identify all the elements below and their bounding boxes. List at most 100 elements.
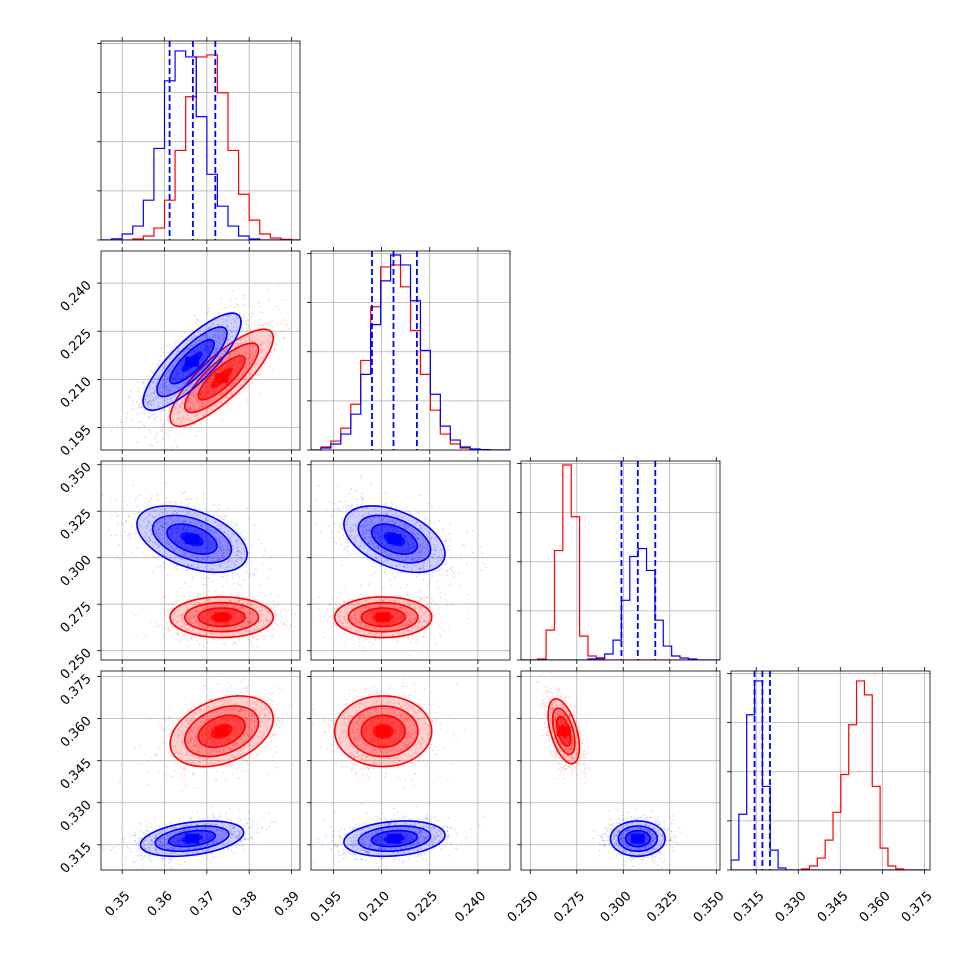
scatter-point bbox=[274, 714, 276, 717]
scatter-point bbox=[233, 605, 236, 608]
scatter-point bbox=[198, 405, 201, 408]
scatter-point bbox=[214, 333, 216, 336]
scatter-point bbox=[270, 341, 273, 343]
scatter-point bbox=[252, 337, 255, 340]
scatter-point bbox=[271, 351, 274, 354]
scatter-point bbox=[233, 347, 236, 349]
scatter-point bbox=[161, 409, 164, 412]
scatter-point bbox=[179, 819, 181, 821]
scatter-point bbox=[150, 404, 153, 407]
scatter-point bbox=[240, 330, 243, 333]
scatter-point bbox=[143, 847, 146, 850]
scatter-point bbox=[232, 605, 235, 608]
scatter-point bbox=[156, 375, 159, 378]
scatter-point bbox=[222, 750, 225, 753]
scatter-point bbox=[237, 744, 240, 747]
scatter-point bbox=[200, 745, 203, 748]
scatter-point bbox=[184, 768, 187, 771]
scatter-point bbox=[271, 326, 274, 329]
scatter-point bbox=[161, 521, 163, 524]
scatter-point bbox=[195, 745, 198, 748]
scatter-point bbox=[234, 533, 236, 536]
scatter-point bbox=[184, 513, 187, 516]
scatter-point bbox=[269, 737, 272, 740]
scatter-point bbox=[226, 348, 229, 351]
scatter-point bbox=[228, 748, 230, 751]
scatter-point bbox=[130, 611, 132, 613]
scatter-point bbox=[211, 322, 214, 325]
scatter-point bbox=[195, 736, 198, 739]
scatter-point bbox=[213, 530, 216, 532]
scatter-point bbox=[189, 408, 192, 410]
scatter-point bbox=[216, 367, 218, 370]
scatter-point bbox=[279, 610, 282, 613]
scatter-point bbox=[174, 407, 177, 410]
scatter-point bbox=[242, 547, 245, 550]
scatter-point bbox=[182, 382, 185, 385]
scatter-point bbox=[177, 350, 180, 353]
scatter-point bbox=[203, 577, 206, 580]
scatter-point bbox=[202, 334, 205, 337]
scatter-point bbox=[209, 752, 212, 755]
scatter-point bbox=[197, 621, 200, 624]
scatter-point bbox=[229, 304, 232, 307]
scatter-point bbox=[276, 284, 279, 287]
scatter-point bbox=[224, 778, 227, 781]
scatter-point bbox=[210, 626, 213, 629]
scatter-point bbox=[181, 624, 184, 627]
scatter-point bbox=[206, 407, 209, 410]
scatter-point bbox=[215, 351, 218, 353]
scatter-point bbox=[187, 568, 189, 571]
scatter-point bbox=[168, 409, 171, 412]
scatter-point bbox=[234, 524, 237, 527]
scatter-point bbox=[248, 362, 251, 365]
scatter-point bbox=[128, 394, 130, 397]
scatter-point bbox=[189, 498, 192, 501]
scatter-point bbox=[240, 708, 243, 711]
scatter-point bbox=[234, 600, 237, 603]
scatter-point bbox=[239, 749, 242, 751]
scatter-point bbox=[161, 859, 163, 862]
scatter-point bbox=[257, 742, 260, 745]
scatter-point bbox=[185, 398, 188, 401]
scatter-point bbox=[222, 629, 224, 631]
scatter-point bbox=[166, 726, 169, 729]
scatter-point bbox=[150, 370, 153, 372]
scatter-point bbox=[254, 742, 257, 745]
scatter-point bbox=[239, 840, 242, 842]
scatter-point bbox=[180, 725, 183, 728]
scatter-point bbox=[262, 326, 265, 329]
scatter-point bbox=[201, 523, 204, 526]
scatter-point bbox=[253, 727, 256, 729]
scatter-point bbox=[186, 754, 189, 756]
scatter-point bbox=[229, 593, 232, 596]
scatter-point bbox=[226, 346, 228, 349]
scatter-point bbox=[224, 561, 227, 564]
scatter-point bbox=[209, 529, 212, 532]
scatter-point bbox=[323, 592, 325, 594]
scatter-point bbox=[230, 600, 233, 603]
scatter-point bbox=[219, 593, 221, 596]
scatter-point bbox=[214, 749, 217, 752]
scatter-point bbox=[259, 725, 262, 728]
scatter-point bbox=[150, 530, 153, 532]
scatter-point bbox=[273, 606, 276, 608]
scatter-point bbox=[179, 519, 182, 522]
scatter-point bbox=[241, 624, 244, 627]
scatter-point bbox=[217, 336, 220, 339]
scatter-point bbox=[201, 577, 204, 580]
scatter-point bbox=[190, 345, 193, 347]
scatter-point bbox=[229, 353, 232, 356]
scatter-point bbox=[197, 517, 200, 519]
scatter-point bbox=[179, 831, 181, 833]
scatter-point bbox=[280, 620, 282, 623]
scatter-point bbox=[215, 778, 218, 780]
scatter-point bbox=[198, 621, 201, 624]
scatter-point bbox=[204, 519, 207, 522]
scatter-point bbox=[225, 604, 228, 607]
scatter-point bbox=[238, 338, 241, 341]
scatter-point bbox=[129, 390, 132, 393]
scatter-point bbox=[184, 555, 186, 558]
scatter-point bbox=[162, 425, 165, 428]
scatter-point bbox=[148, 411, 151, 414]
